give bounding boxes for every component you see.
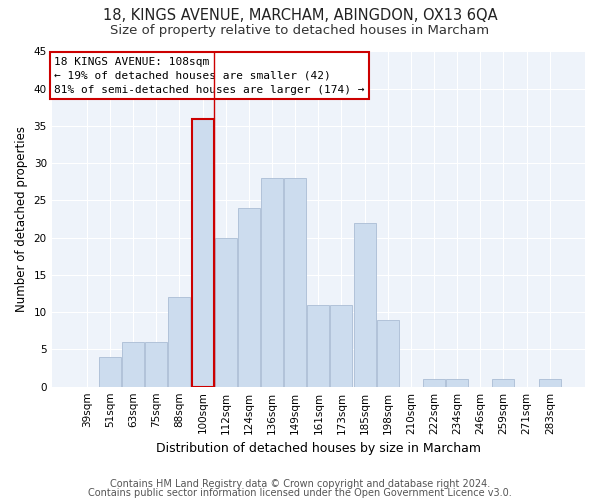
Bar [377,320,399,386]
Bar [539,379,561,386]
Text: 18 KINGS AVENUE: 108sqm
← 19% of detached houses are smaller (42)
81% of semi-de: 18 KINGS AVENUE: 108sqm ← 19% of detache… [55,56,365,94]
Text: 18, KINGS AVENUE, MARCHAM, ABINGDON, OX13 6QA: 18, KINGS AVENUE, MARCHAM, ABINGDON, OX1… [103,8,497,22]
Bar [493,379,514,386]
Bar [331,304,352,386]
Text: Size of property relative to detached houses in Marcham: Size of property relative to detached ho… [110,24,490,37]
Bar [122,342,144,386]
Bar [307,304,329,386]
Bar [423,379,445,386]
Text: Contains public sector information licensed under the Open Government Licence v3: Contains public sector information licen… [88,488,512,498]
Bar [191,118,214,386]
Bar [353,223,376,386]
Bar [145,342,167,386]
Y-axis label: Number of detached properties: Number of detached properties [15,126,28,312]
Bar [261,178,283,386]
Bar [169,298,190,386]
Bar [215,238,237,386]
Bar [99,357,121,386]
Text: Contains HM Land Registry data © Crown copyright and database right 2024.: Contains HM Land Registry data © Crown c… [110,479,490,489]
X-axis label: Distribution of detached houses by size in Marcham: Distribution of detached houses by size … [156,442,481,455]
Bar [284,178,306,386]
Bar [238,208,260,386]
Bar [446,379,468,386]
